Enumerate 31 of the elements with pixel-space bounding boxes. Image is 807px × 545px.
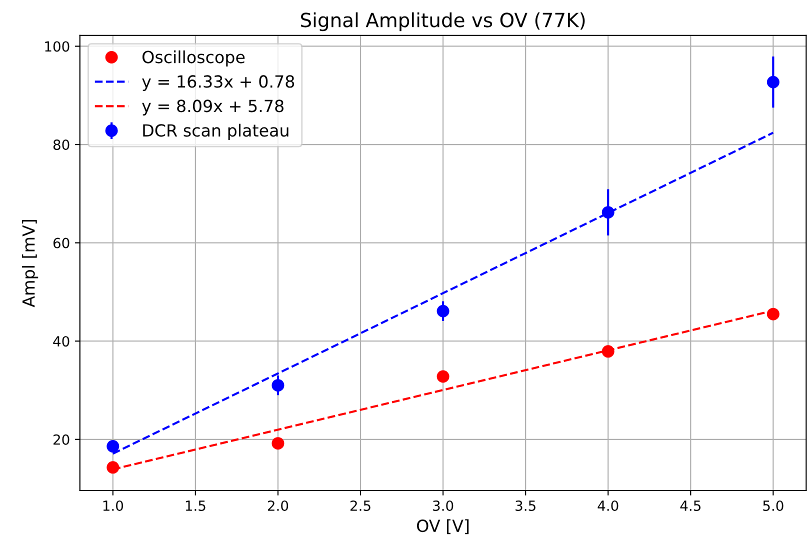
legend-label: Oscilloscope	[142, 50, 245, 67]
x-tick-label: 4.0	[598, 500, 618, 511]
legend-label: DCR scan plateau	[143, 124, 288, 140]
x-tick-label: 2.0	[268, 500, 288, 511]
y-axis-title: Ampl [mV]	[22, 220, 38, 308]
point	[106, 461, 120, 474]
x-tick-label: 5.0	[763, 500, 784, 511]
x-axis-title: OV [V]	[417, 519, 469, 534]
point	[766, 308, 780, 320]
x-tick-label: 2.5	[350, 500, 370, 511]
x-tick-label: 1.5	[186, 500, 206, 511]
y-tick-label: 100	[45, 41, 70, 52]
legend-label: y = 16.33x + 0.78	[142, 75, 294, 92]
y-tick-label: 20	[54, 434, 70, 445]
point	[602, 345, 614, 358]
point	[766, 76, 780, 88]
x-tick-label: 3.5	[516, 500, 536, 511]
point	[436, 304, 450, 318]
x-tick-label: 4.5	[680, 500, 700, 511]
x-tick-label: 1.0	[103, 500, 124, 511]
point	[272, 379, 284, 392]
point	[106, 440, 120, 453]
legend-label: y = 8.09x + 5.78	[142, 100, 284, 116]
chart-title: Signal Amplitude vs OV (77K)	[300, 12, 585, 32]
y-tick-label: 60	[53, 238, 70, 248]
point	[272, 437, 284, 450]
point	[602, 206, 614, 219]
point	[436, 370, 450, 383]
x-tick-label: 3.0	[433, 500, 454, 511]
y-tick-label: 80	[53, 139, 70, 150]
y-tick-label: 40	[53, 336, 70, 347]
